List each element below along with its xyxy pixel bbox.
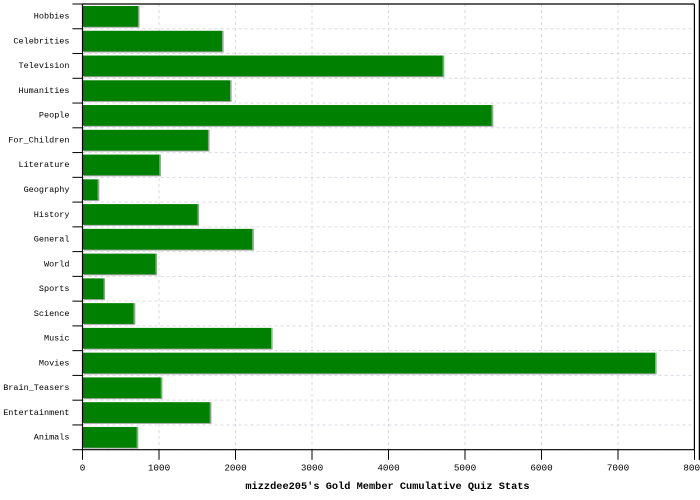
svg-text:4000: 4000 xyxy=(377,463,399,474)
svg-text:For_Children: For_Children xyxy=(8,135,69,145)
svg-text:Brain_Teasers: Brain_Teasers xyxy=(3,383,69,393)
svg-text:0: 0 xyxy=(80,463,86,474)
svg-text:7000: 7000 xyxy=(607,463,629,474)
svg-text:Hobbies: Hobbies xyxy=(34,12,70,22)
svg-text:1000: 1000 xyxy=(148,463,170,474)
svg-text:People: People xyxy=(39,111,70,121)
svg-text:History: History xyxy=(34,210,70,220)
svg-text:Television: Television xyxy=(18,61,69,71)
svg-text:Science: Science xyxy=(34,309,70,319)
svg-text:Literature: Literature xyxy=(18,160,69,170)
svg-text:Humanities: Humanities xyxy=(18,86,69,96)
svg-text:General: General xyxy=(34,234,70,244)
svg-text:8000: 8000 xyxy=(683,463,700,474)
svg-text:mizzdee205's Gold Member Cumul: mizzdee205's Gold Member Cumulative Quiz… xyxy=(245,481,529,493)
svg-text:5000: 5000 xyxy=(454,463,476,474)
svg-text:World: World xyxy=(44,259,70,269)
svg-text:Entertainment: Entertainment xyxy=(3,408,69,418)
svg-text:Music: Music xyxy=(44,334,70,344)
svg-text:6000: 6000 xyxy=(530,463,552,474)
svg-text:Celebrities: Celebrities xyxy=(13,36,69,46)
svg-text:Geography: Geography xyxy=(24,185,70,195)
svg-text:2000: 2000 xyxy=(224,463,246,474)
svg-text:Animals: Animals xyxy=(34,433,70,443)
svg-text:Sports: Sports xyxy=(39,284,70,294)
svg-text:3000: 3000 xyxy=(301,463,323,474)
svg-text:Movies: Movies xyxy=(39,358,70,368)
